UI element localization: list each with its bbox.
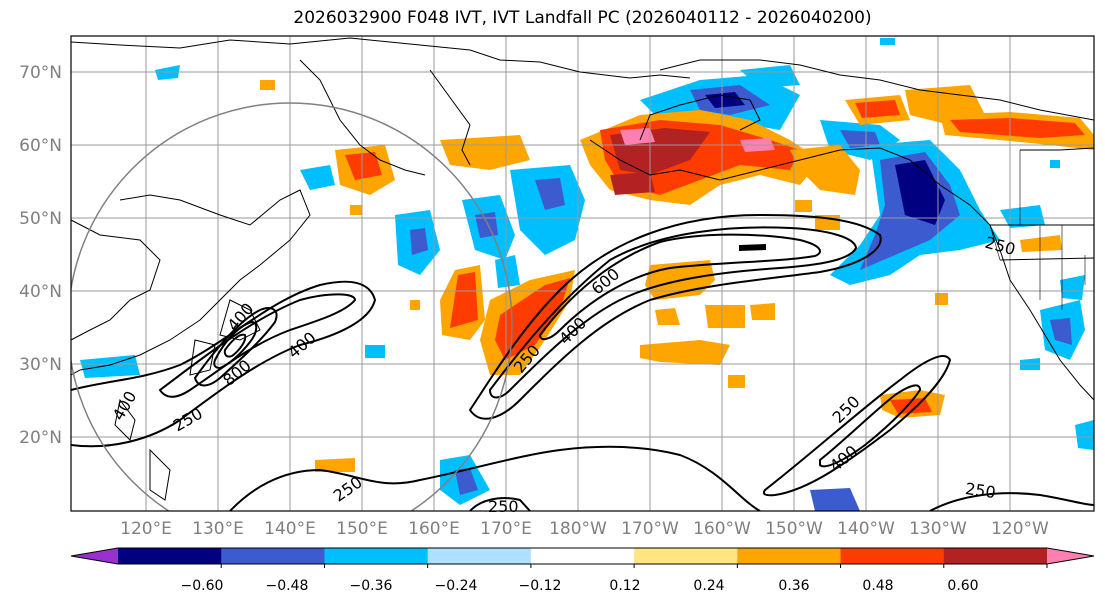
contour-label: 250 <box>488 497 519 516</box>
lon-label: 130°W <box>909 519 967 539</box>
colorbar-segment <box>530 548 635 564</box>
colorbar-segment <box>221 548 325 564</box>
political-boundaries <box>989 150 1086 310</box>
colorbar-tick-label: 0.48 <box>862 578 893 594</box>
positive-anomaly-shading <box>260 80 1094 472</box>
lon-label: 170°E <box>480 519 532 539</box>
lon-label: 160°E <box>408 519 460 539</box>
colorbar-extend-min <box>71 548 118 564</box>
colorbar-segment <box>634 548 738 564</box>
colorbar: −0.60 −0.48 −0.36 −0.24 −0.12 0.12 0.24 … <box>70 547 1095 594</box>
map-title: 2026032900 F048 IVT, IVT Landfall PC (20… <box>293 8 872 28</box>
colorbar-tick-label: −0.24 <box>435 578 478 594</box>
colorbar-segment <box>840 548 945 564</box>
colorbar-segment <box>118 548 222 564</box>
latitude-axis: 70°N 60°N 50°N 40°N 30°N 20°N <box>19 63 62 448</box>
negative-anomaly-shading <box>80 38 1094 511</box>
contour-label: 250 <box>964 479 997 502</box>
lon-label: 140°W <box>837 519 895 539</box>
colorbar-segment <box>737 548 842 564</box>
longitude-axis: 120°E 130°E 140°E 150°E 160°E 170°E 180°… <box>120 519 1049 539</box>
lon-label: 170°W <box>621 519 679 539</box>
colorbar-tick-label: −0.60 <box>181 578 224 594</box>
lon-label: 150°W <box>765 519 823 539</box>
lat-label: 30°N <box>19 355 62 375</box>
map-border <box>70 35 1095 512</box>
lon-label: 120°E <box>120 519 172 539</box>
lat-label: 60°N <box>19 136 62 156</box>
colorbar-tick-label: −0.48 <box>266 578 309 594</box>
colorbar-tick-label: 0.60 <box>947 578 978 594</box>
lat-label: 70°N <box>19 63 62 83</box>
colorbar-tick-label: 0.24 <box>693 578 724 594</box>
lon-label: 120°W <box>991 519 1049 539</box>
colorbar-tick-label: 0.36 <box>778 578 809 594</box>
lat-label: 20°N <box>19 428 62 448</box>
colorbar-tick-label: 0.12 <box>609 578 640 594</box>
landfall-radius-circle <box>71 102 513 511</box>
lat-label: 50°N <box>19 209 62 229</box>
colorbar-extend-max <box>1047 548 1094 564</box>
lon-label: 150°E <box>336 519 388 539</box>
colorbar-segment <box>943 548 1048 564</box>
colorbar-outline <box>70 547 1095 565</box>
colorbar-segment <box>427 548 532 564</box>
ivt-contours <box>71 213 1094 511</box>
colorbar-tick-label: −0.36 <box>350 578 393 594</box>
lon-label: 130°E <box>192 519 244 539</box>
lon-label: 140°E <box>264 519 316 539</box>
coastlines <box>71 37 1094 501</box>
colorbar-ticks <box>220 564 1048 568</box>
lon-label: 180°W <box>549 519 607 539</box>
colorbar-segment <box>324 548 429 564</box>
lat-label: 40°N <box>19 282 62 302</box>
colorbar-segments <box>118 548 1048 564</box>
colorbar-tick-label: −0.12 <box>519 578 562 594</box>
lon-label: 160°W <box>693 519 751 539</box>
